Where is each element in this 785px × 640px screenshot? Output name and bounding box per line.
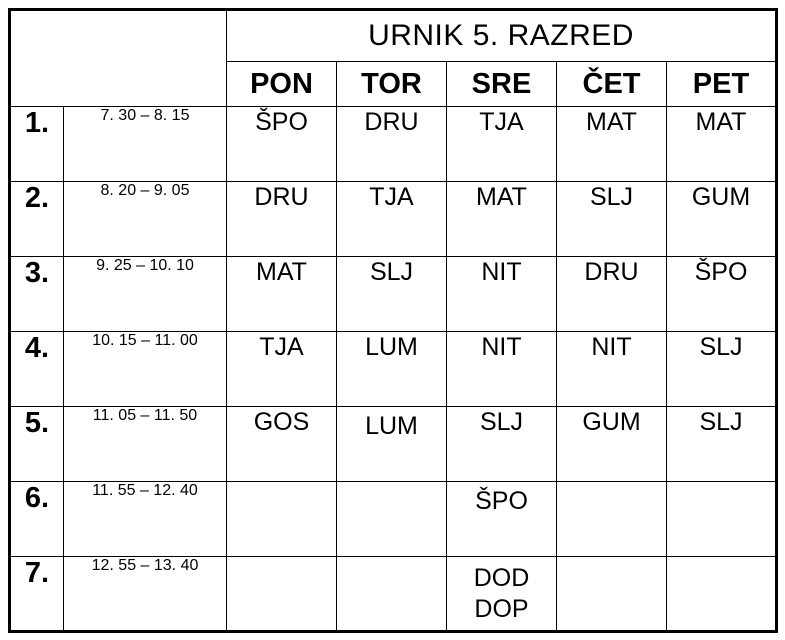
period-row-6: 6. 11. 55 – 12. 40 ŠPO: [9, 481, 777, 557]
period-time: 7. 30 – 8. 15: [63, 106, 227, 182]
subject-cell: SLJ: [446, 406, 557, 482]
subject-cell: DRU: [336, 106, 447, 182]
period-number: 6.: [9, 481, 64, 557]
subject-cell: [226, 556, 337, 632]
subject-cell: [556, 481, 667, 557]
title-row: URNIK 5. RAZRED: [9, 9, 777, 107]
subject-cell: NIT: [556, 331, 667, 407]
period-number: 7.: [9, 556, 64, 632]
period-time: 9. 25 – 10. 10: [63, 256, 227, 332]
period-time: 10. 15 – 11. 00: [63, 331, 227, 407]
subject-cell: [226, 481, 337, 557]
period-row-1: 1. 7. 30 – 8. 15 ŠPO DRU TJA MAT MAT: [9, 106, 777, 182]
subject-cell: [336, 481, 447, 557]
subject-cell: NIT: [446, 331, 557, 407]
day-header-pet: PET: [666, 61, 777, 107]
subject-cell: [556, 556, 667, 632]
day-header-sre: SRE: [446, 61, 557, 107]
period-number: 3.: [9, 256, 64, 332]
subject-cell: [666, 556, 777, 632]
subject-cell: LUM: [336, 331, 447, 407]
subject-cell: MAT: [446, 181, 557, 257]
subject-cell: GUM: [556, 406, 667, 482]
subject-cell: MAT: [556, 106, 667, 182]
period-row-3: 3. 9. 25 – 10. 10 MAT SLJ NIT DRU ŠPO: [9, 256, 777, 332]
subject-cell: TJA: [336, 181, 447, 257]
subject-cell: GUM: [666, 181, 777, 257]
subject-cell: MAT: [226, 256, 337, 332]
period-row-2: 2. 8. 20 – 9. 05 DRU TJA MAT SLJ GUM: [9, 181, 777, 257]
subject-cell: NIT: [446, 256, 557, 332]
subject-cell: SLJ: [666, 406, 777, 482]
corner-cell: [9, 9, 227, 107]
period-number: 4.: [9, 331, 64, 407]
period-time: 8. 20 – 9. 05: [63, 181, 227, 257]
subject-cell: TJA: [226, 331, 337, 407]
subject-cell: TJA: [446, 106, 557, 182]
subject-cell: ŠPO: [226, 106, 337, 182]
subject-cell: DRU: [226, 181, 337, 257]
subject-cell: ŠPO: [446, 481, 557, 557]
period-number: 1.: [9, 106, 64, 182]
subject-cell: SLJ: [666, 331, 777, 407]
day-header-pon: PON: [226, 61, 337, 107]
subject-cell: GOS: [226, 406, 337, 482]
subject-cell: SLJ: [336, 256, 447, 332]
day-header-cet: ČET: [556, 61, 667, 107]
period-row-4: 4. 10. 15 – 11. 00 TJA LUM NIT NIT SLJ: [9, 331, 777, 407]
table-title: URNIK 5. RAZRED: [226, 9, 777, 62]
period-time: 11. 55 – 12. 40: [63, 481, 227, 557]
subject-cell: ŠPO: [666, 256, 777, 332]
subject-cell: [666, 481, 777, 557]
period-number: 5.: [9, 406, 64, 482]
period-time: 11. 05 – 11. 50: [63, 406, 227, 482]
period-time: 12. 55 – 13. 40: [63, 556, 227, 632]
day-header-tor: TOR: [336, 61, 447, 107]
period-row-7: 7. 12. 55 – 13. 40 DOD DOP: [9, 556, 777, 632]
subject-cell: DRU: [556, 256, 667, 332]
subject-cell: SLJ: [556, 181, 667, 257]
class-timetable: URNIK 5. RAZRED PON TOR SRE ČET PET 1. 7…: [8, 8, 778, 633]
subject-cell: MAT: [666, 106, 777, 182]
subject-cell: LUM: [336, 406, 447, 482]
subject-cell: [336, 556, 447, 632]
period-number: 2.: [9, 181, 64, 257]
subject-cell: DOD DOP: [446, 556, 557, 632]
period-row-5: 5. 11. 05 – 11. 50 GOS LUM SLJ GUM SLJ: [9, 406, 777, 482]
